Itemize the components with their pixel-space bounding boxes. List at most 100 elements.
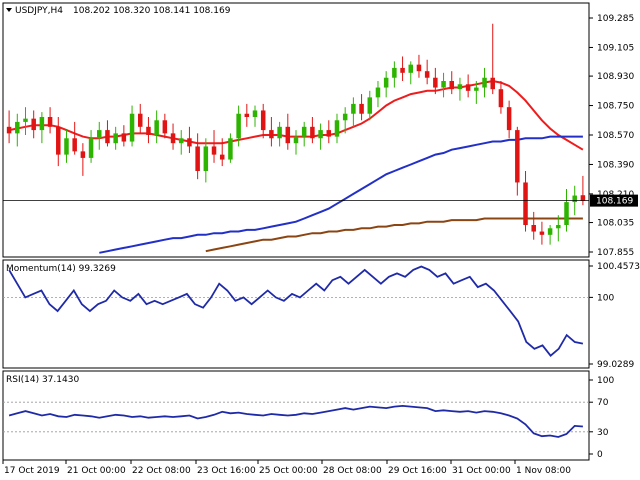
candle-body: [105, 130, 110, 144]
candle: [31, 110, 36, 139]
candle: [129, 105, 135, 147]
candle-body: [6, 126, 12, 134]
momentum-title: Momentum(14) 99.3269: [6, 264, 116, 274]
last-price-label: 108.169: [596, 197, 633, 207]
candle-body: [342, 113, 348, 121]
candle-body: [203, 146, 209, 171]
candle-body: [113, 133, 118, 144]
candle-body: [506, 107, 512, 131]
candle-body: [97, 130, 102, 139]
candle: [318, 123, 323, 150]
candle: [449, 71, 455, 95]
candle: [400, 56, 405, 81]
candle-body: [474, 87, 479, 91]
candle: [359, 94, 364, 121]
candle: [15, 113, 20, 147]
candle: [236, 105, 241, 147]
candle: [105, 120, 110, 147]
candle-body: [408, 64, 414, 73]
candle-body: [236, 113, 241, 139]
candle: [465, 74, 471, 98]
rsi-tick-label: 0: [597, 450, 603, 460]
candle: [252, 105, 258, 127]
x-tick-label: 28 Oct 08:00: [323, 466, 382, 476]
x-tick-label: 21 Oct 00:00: [67, 466, 126, 476]
candle-body: [416, 64, 422, 72]
candle: [47, 107, 53, 134]
momentum-panel-frame: [2, 259, 590, 369]
candle-body: [178, 138, 184, 144]
candle-body: [523, 182, 528, 225]
candle-body: [465, 84, 471, 91]
sma_slow-line: [99, 135, 583, 254]
candle: [351, 97, 356, 127]
candle-body: [424, 71, 430, 78]
candle: [6, 110, 12, 144]
candle-body: [31, 118, 36, 131]
candle-body: [72, 138, 77, 152]
candle: [113, 126, 118, 150]
candle: [228, 133, 233, 163]
collapse-triangle-icon[interactable]: [6, 8, 12, 12]
candle-body: [326, 130, 332, 137]
candle: [531, 211, 536, 240]
candle: [392, 61, 397, 88]
x-tick-label: 23 Oct 16:00: [197, 466, 256, 476]
candle: [383, 71, 389, 98]
candle: [334, 113, 340, 144]
candle: [187, 126, 192, 153]
price-panel-frame: [2, 2, 590, 258]
candle: [269, 117, 274, 147]
candle-body: [219, 154, 225, 160]
candle-body: [56, 126, 61, 155]
price-tick-label: 108.750: [597, 102, 634, 112]
candle: [547, 225, 553, 245]
candle: [23, 107, 28, 135]
chart-symbol: USDJPY,H4: [15, 6, 63, 16]
momentum-tick-label: 100: [597, 293, 614, 303]
candle: [146, 117, 151, 144]
price-layer: [3, 23, 589, 254]
candle: [326, 120, 332, 144]
candle: [498, 81, 504, 114]
candle-body: [367, 97, 373, 114]
sma_long-line: [205, 217, 583, 253]
candle-body: [359, 103, 364, 114]
candle: [523, 171, 528, 232]
candle-body: [539, 231, 545, 235]
candle: [293, 130, 299, 155]
candle: [203, 138, 209, 183]
candle: [490, 23, 495, 95]
candle-body: [457, 84, 463, 90]
candle-body: [121, 133, 127, 142]
candle: [88, 130, 94, 163]
x-tick-label: 1 Nov 08:00: [516, 466, 571, 476]
price-tick-label: 108.035: [597, 219, 634, 229]
rsi-line: [8, 404, 583, 438]
momentum-tick-label: 100.4573: [597, 262, 640, 272]
candle: [137, 103, 143, 134]
candle-body: [334, 120, 340, 137]
candle: [72, 121, 77, 155]
candle: [441, 72, 446, 98]
candle-body: [572, 195, 577, 203]
candle: [211, 130, 217, 163]
candle: [482, 67, 487, 98]
x-tick-label: 22 Oct 08:00: [132, 466, 191, 476]
candle-body: [211, 146, 217, 155]
candle: [375, 81, 381, 108]
candle: [367, 90, 373, 121]
candle: [195, 133, 200, 180]
x-tick-label: 29 Oct 16:00: [388, 466, 447, 476]
candle-body: [154, 120, 159, 135]
candle-body: [580, 195, 586, 201]
candle-body: [137, 113, 143, 127]
candle-body: [351, 103, 356, 114]
candle: [342, 107, 348, 134]
candle-body: [88, 138, 94, 158]
price-tick-label: 109.285: [597, 14, 634, 24]
candle: [39, 112, 45, 144]
candle-body: [244, 113, 250, 117]
rsi-tick-label: 70: [597, 398, 609, 408]
